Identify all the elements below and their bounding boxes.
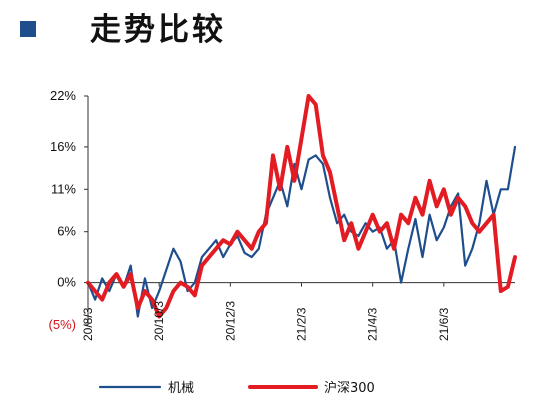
x-tick-label: 21/4/3 xyxy=(366,307,380,341)
x-tick-label: 21/6/3 xyxy=(437,307,451,341)
title-marker-square xyxy=(20,21,36,37)
page-title: 走势比较 xyxy=(90,12,226,48)
y-tick-label: 11% xyxy=(51,181,76,196)
y-tick-label: 0% xyxy=(57,275,76,290)
y-tick-label: 6% xyxy=(57,224,76,239)
series-line-0 xyxy=(86,145,517,318)
series-line-1 xyxy=(86,94,517,319)
y-tick-label: (5%) xyxy=(49,317,76,332)
legend-label-0: 机械 xyxy=(168,381,194,396)
x-tick-label: 20/12/3 xyxy=(223,301,237,341)
x-tick-label: 21/2/3 xyxy=(295,307,309,341)
x-tick-label: 20/10/3 xyxy=(152,301,166,341)
x-tick-label: 20/8/3 xyxy=(81,307,95,341)
y-tick-label: 16% xyxy=(50,139,76,154)
y-tick-label: 22% xyxy=(50,88,76,103)
legend-label-1: 沪深300 xyxy=(324,380,375,396)
